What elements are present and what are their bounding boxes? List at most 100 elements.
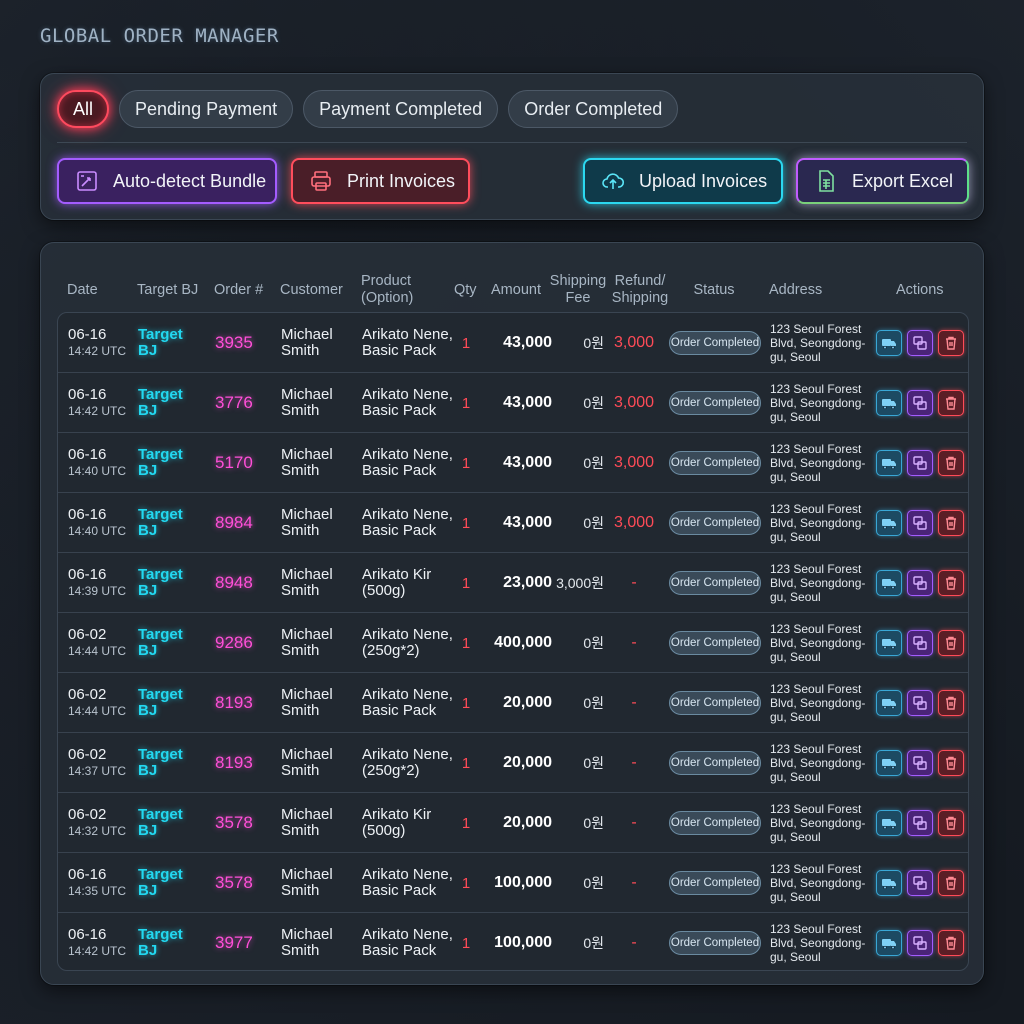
delete-button[interactable] xyxy=(938,630,964,656)
row-target[interactable]: Target BJ xyxy=(138,566,183,599)
row-target[interactable]: Target BJ xyxy=(138,806,183,839)
row-actions xyxy=(876,793,964,853)
tab-all[interactable]: All xyxy=(57,90,110,128)
auto-detect-bundle-button[interactable]: Auto-detect Bundle xyxy=(57,158,277,204)
delete-button[interactable] xyxy=(938,570,964,596)
tab-pending-payment[interactable]: Pending Payment xyxy=(119,90,294,128)
table-row[interactable]: 06-16 14:40 UTC Target BJ 5170 Michael Smith… xyxy=(58,433,968,493)
row-qty: 1 xyxy=(461,334,471,352)
row-target[interactable]: Target BJ xyxy=(138,326,183,359)
table-row[interactable]: 06-02 14:32 UTC Target BJ 3578 Michael Smith… xyxy=(58,793,968,853)
truck-icon xyxy=(882,339,896,350)
row-order-number[interactable]: 3578 xyxy=(215,813,253,832)
row-target[interactable]: Target BJ xyxy=(138,506,183,539)
row-refund: - xyxy=(631,874,637,891)
swap-button[interactable] xyxy=(907,510,933,536)
ship-button[interactable] xyxy=(876,570,902,596)
ship-button[interactable] xyxy=(876,390,902,416)
tab-payment-completed[interactable]: Payment Completed xyxy=(303,90,499,128)
row-target[interactable]: Target BJ xyxy=(138,866,183,899)
table-row[interactable]: 06-16 14:42 UTC Target BJ 3935 Michael Smith… xyxy=(58,313,968,373)
row-order-number[interactable]: 8193 xyxy=(215,693,253,712)
row-refund: - xyxy=(631,694,637,711)
row-order-number[interactable]: 3776 xyxy=(215,393,253,412)
table-row[interactable]: 06-16 14:39 UTC Target BJ 8948 Michael Smith… xyxy=(58,553,968,613)
swap-button[interactable] xyxy=(907,930,933,956)
ship-button[interactable] xyxy=(876,450,902,476)
delete-button[interactable] xyxy=(938,330,964,356)
row-qty: 1 xyxy=(461,514,471,532)
swap-button[interactable] xyxy=(907,450,933,476)
swap-button[interactable] xyxy=(907,330,933,356)
swap-button[interactable] xyxy=(907,570,933,596)
swap-button[interactable] xyxy=(907,390,933,416)
status-badge: Order Completed xyxy=(669,511,761,535)
swap-button[interactable] xyxy=(907,690,933,716)
delete-button[interactable] xyxy=(938,390,964,416)
row-actions xyxy=(876,373,964,433)
status-badge: Order Completed xyxy=(669,751,761,775)
delete-button[interactable] xyxy=(938,450,964,476)
row-date-time: 14:42 UTC xyxy=(68,944,127,958)
delete-button[interactable] xyxy=(938,810,964,836)
tab-order-completed[interactable]: Order Completed xyxy=(508,90,679,128)
row-target[interactable]: Target BJ xyxy=(138,626,183,659)
export-excel-button[interactable]: Export Excel xyxy=(796,158,969,204)
row-order-number[interactable]: 3977 xyxy=(215,933,253,952)
table-row[interactable]: 06-16 14:42 UTC Target BJ 3776 Michael Smith… xyxy=(58,373,968,433)
trash-icon xyxy=(946,816,956,830)
ship-button[interactable] xyxy=(876,690,902,716)
row-target[interactable]: Target BJ xyxy=(138,386,183,419)
table-row[interactable]: 06-02 14:37 UTC Target BJ 8193 Michael Smith… xyxy=(58,733,968,793)
delete-button[interactable] xyxy=(938,690,964,716)
row-date: 06-16 14:40 UTC xyxy=(68,493,126,553)
row-order-number[interactable]: 9286 xyxy=(215,633,253,652)
row-qty: 1 xyxy=(461,874,471,892)
delete-button[interactable] xyxy=(938,750,964,776)
row-order-number[interactable]: 8193 xyxy=(215,753,253,772)
table-row[interactable]: 06-16 14:40 UTC Target BJ 8984 Michael Smith… xyxy=(58,493,968,553)
row-target[interactable]: Target BJ xyxy=(138,686,183,719)
table-row[interactable]: 06-16 14:42 UTC Target BJ 3977 Michael Smith… xyxy=(58,913,968,970)
table-row[interactable]: 06-02 14:44 UTC Target BJ 9286 Michael Smith… xyxy=(58,613,968,673)
trash-icon xyxy=(946,696,956,710)
table-row[interactable]: 06-16 14:35 UTC Target BJ 3578 Michael Smith… xyxy=(58,853,968,913)
swap-button[interactable] xyxy=(907,870,933,896)
row-order-number[interactable]: 5170 xyxy=(215,453,253,472)
row-target[interactable]: Target BJ xyxy=(138,926,183,959)
row-shipping-fee: 0원 xyxy=(583,935,604,951)
upload-invoices-button[interactable]: Upload Invoices xyxy=(583,158,783,204)
ship-button[interactable] xyxy=(876,810,902,836)
swap-icon xyxy=(913,576,927,590)
swap-icon xyxy=(913,936,927,950)
swap-button[interactable] xyxy=(907,630,933,656)
swap-button[interactable] xyxy=(907,810,933,836)
row-product: Arikato Nene, Basic Pack xyxy=(362,686,453,719)
ship-button[interactable] xyxy=(876,870,902,896)
row-order-number[interactable]: 3578 xyxy=(215,873,253,892)
delete-button[interactable] xyxy=(938,510,964,536)
ship-button[interactable] xyxy=(876,510,902,536)
row-order-number[interactable]: 8948 xyxy=(215,573,253,592)
row-refund: - xyxy=(631,634,637,651)
row-order-number[interactable]: 8984 xyxy=(215,513,253,532)
ship-button[interactable] xyxy=(876,750,902,776)
row-target[interactable]: Target BJ xyxy=(138,746,183,779)
row-order-number[interactable]: 3935 xyxy=(215,333,253,352)
row-date-day: 06-02 xyxy=(68,806,107,823)
delete-button[interactable] xyxy=(938,930,964,956)
ship-button[interactable] xyxy=(876,330,902,356)
table-row[interactable]: 06-02 14:44 UTC Target BJ 8193 Michael Smith… xyxy=(58,673,968,733)
swap-icon xyxy=(913,516,927,530)
print-invoices-button[interactable]: Print Invoices xyxy=(291,158,470,204)
row-status: Order Completed xyxy=(669,553,761,613)
row-target[interactable]: Target BJ xyxy=(138,446,183,479)
ship-button[interactable] xyxy=(876,930,902,956)
row-product: Arikato Nene, (250g*2) xyxy=(362,626,453,659)
orders-table-panel: Date Target BJ Order # Customer Product … xyxy=(40,242,984,985)
ship-button[interactable] xyxy=(876,630,902,656)
delete-button[interactable] xyxy=(938,870,964,896)
row-qty: 1 xyxy=(461,814,471,832)
swap-button[interactable] xyxy=(907,750,933,776)
row-date-time: 14:37 UTC xyxy=(68,764,127,778)
